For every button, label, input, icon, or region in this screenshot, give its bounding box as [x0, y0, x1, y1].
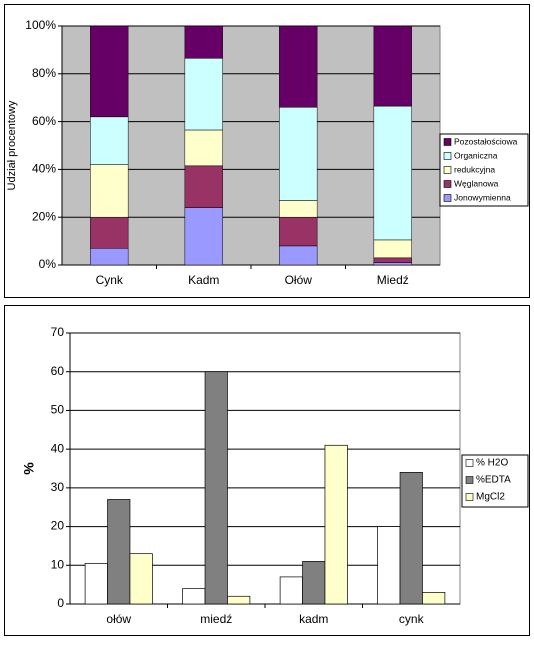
legend-label: Jonowymienna: [454, 192, 511, 202]
x-tick-label: Ołów: [285, 273, 313, 287]
x-tick-label: Cynk: [96, 273, 124, 287]
bar: [279, 576, 303, 605]
bar: [422, 592, 446, 605]
legend-label: Pozostałościowa: [454, 136, 518, 146]
legend-swatch: [465, 476, 474, 484]
x-tick-label: Miedź: [377, 273, 409, 287]
legend-swatch: [443, 166, 452, 174]
x-tick-label: miedź: [200, 612, 232, 626]
bar-segment: [184, 129, 223, 167]
bar: [399, 472, 423, 605]
bar-segment: [90, 116, 129, 165]
bar-segment: [279, 200, 318, 218]
y-tick-label: 60%: [32, 114, 56, 128]
y-tick-label: 30: [51, 480, 65, 494]
y-tick-label: 20%: [32, 209, 56, 223]
legend-swatch: [465, 459, 474, 467]
legend-swatch: [443, 152, 452, 160]
y-tick-label: 70: [51, 325, 65, 339]
bar: [182, 588, 206, 605]
legend-label: Organiczna: [454, 150, 498, 160]
y-tick-label: 20: [51, 519, 65, 533]
bar-segment: [279, 216, 318, 247]
x-tick-label: cynk: [399, 612, 425, 626]
y-tick-label: 40%: [32, 162, 56, 176]
bar-segment: [279, 107, 318, 201]
legend-swatch: [465, 493, 474, 501]
bar-segment: [373, 25, 412, 107]
bar-segment: [90, 25, 129, 118]
y-tick-label: 50: [51, 403, 65, 417]
legend-swatch: [443, 138, 452, 146]
bar-segment: [373, 105, 412, 241]
y-tick-label: 0%: [39, 257, 57, 271]
bar-segment: [373, 239, 412, 259]
bar-segment: [184, 25, 223, 59]
bar-segment: [90, 216, 129, 249]
legend-swatch: [443, 180, 452, 188]
x-tick-label: ołów: [106, 612, 131, 626]
legend-swatch: [443, 194, 452, 202]
y-axis-label: %: [21, 462, 37, 475]
y-tick-label: 80%: [32, 66, 56, 80]
bar-segment: [279, 25, 318, 108]
bar-segment: [90, 164, 129, 218]
y-axis-label: Udział procentowy: [6, 100, 18, 190]
legend-box: [439, 133, 529, 207]
bar-segment: [373, 262, 412, 266]
bar: [204, 371, 228, 605]
legend-label: % H2O: [476, 458, 508, 469]
y-tick-label: 100%: [25, 18, 56, 32]
y-tick-label: 40: [51, 441, 65, 455]
y-tick-label: 10: [51, 557, 65, 571]
x-tick-label: kadm: [299, 612, 328, 626]
bar: [129, 553, 153, 605]
bar: [227, 595, 251, 605]
legend-label: redukcyjna: [454, 164, 495, 174]
bar-segment: [184, 58, 223, 131]
bar-segment: [184, 207, 223, 266]
bar: [324, 444, 348, 605]
legend-label: Węglanowa: [454, 178, 499, 188]
bar-segment: [373, 257, 412, 263]
y-tick-label: 60: [51, 364, 65, 378]
bar-segment: [90, 248, 129, 266]
bar: [107, 499, 131, 605]
bar-segment: [184, 165, 223, 208]
bar-segment: [279, 245, 318, 266]
legend-label: MgCl2: [476, 492, 505, 503]
bar: [302, 561, 326, 605]
x-tick-label: Kadm: [188, 273, 219, 287]
y-tick-label: 0: [57, 596, 64, 610]
bar: [377, 526, 401, 605]
legend-label: %EDTA: [476, 475, 511, 486]
bar: [84, 562, 108, 605]
